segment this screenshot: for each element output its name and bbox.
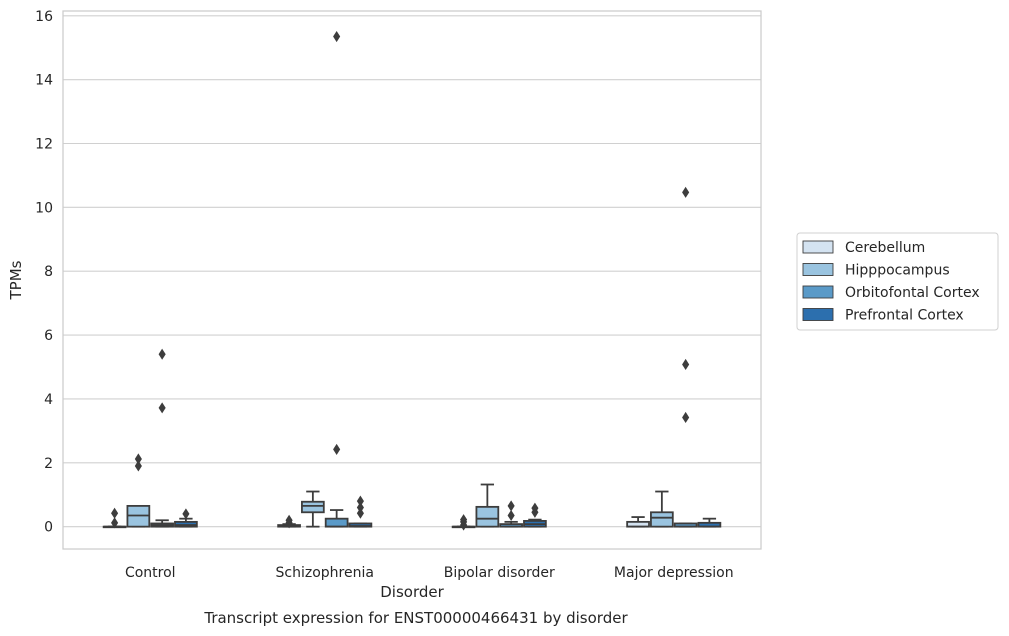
y-tick-label: 6 xyxy=(44,328,53,344)
box-group xyxy=(451,483,547,531)
legend-frame xyxy=(796,232,999,331)
plot-area-background xyxy=(63,11,761,549)
outlier-point xyxy=(134,453,142,465)
legend-entry-label: Hipppocampus xyxy=(845,263,950,279)
outlier-point xyxy=(531,502,539,514)
outlier-point xyxy=(356,501,364,514)
outlier-point xyxy=(134,460,142,472)
y-tick-labels: 0 2 4 6 8 10 12 14 16 xyxy=(35,9,53,536)
y-tick-label: 10 xyxy=(35,200,53,216)
x-tick-label: Bipolar disorder xyxy=(444,565,555,581)
outlier-point xyxy=(333,443,341,455)
y-axis-label: TPMs xyxy=(7,260,25,300)
outlier-point xyxy=(682,358,690,371)
y-tick-label: 4 xyxy=(44,392,53,408)
outlier-point xyxy=(111,507,119,519)
y-tick-label: 14 xyxy=(35,73,53,89)
outlier-point xyxy=(682,411,690,424)
x-tick-label: Schizophrenia xyxy=(276,565,374,581)
outlier-point xyxy=(507,500,515,512)
plot-frame xyxy=(62,10,762,550)
y-tick-label: 0 xyxy=(44,520,53,536)
outlier-point xyxy=(460,514,468,526)
legend-entry-label: Cerebellum xyxy=(845,240,925,256)
legend-swatch xyxy=(802,240,834,254)
x-tick-label: Control xyxy=(125,565,176,581)
y-tick-label: 16 xyxy=(35,9,53,25)
outlier-point xyxy=(356,495,364,507)
legend-entry-label: Prefrontal Cortex xyxy=(845,308,964,324)
outlier-point xyxy=(182,508,190,520)
outlier-point xyxy=(356,507,364,519)
y-tick-label: 2 xyxy=(44,456,53,472)
y-tick-label: 8 xyxy=(44,264,53,280)
legend-swatch xyxy=(802,263,834,276)
box xyxy=(475,505,500,528)
outlier-point xyxy=(158,348,166,360)
outlier-point xyxy=(682,186,690,198)
legend-swatch xyxy=(802,308,834,321)
outlier-point xyxy=(507,509,515,522)
box-group xyxy=(277,30,373,529)
outlier-point xyxy=(158,402,166,414)
x-axis-label: Disorder xyxy=(380,583,444,601)
chart-caption: Transcript expression for ENST0000046643… xyxy=(203,609,628,627)
box-group xyxy=(102,348,198,529)
box xyxy=(324,517,349,528)
y-tick-label: 12 xyxy=(35,137,53,153)
outlier-point xyxy=(333,30,341,43)
box-group xyxy=(626,186,722,528)
legend: Cerebellum Hipppocampus Orbitofontal Corte… xyxy=(796,232,999,331)
outlier-point xyxy=(285,514,293,526)
legend-swatch xyxy=(802,285,834,299)
legend-entry-label: Orbitofontal Cortex xyxy=(845,285,980,301)
outlier-point xyxy=(111,517,119,529)
box xyxy=(650,511,674,528)
x-tick-labels: Control Schizophrenia Bipolar disorder Majo… xyxy=(125,565,734,581)
grid-lines xyxy=(63,15,761,528)
box xyxy=(301,500,325,514)
box-groups xyxy=(102,30,722,531)
x-tick-label: Major depression xyxy=(614,565,734,581)
